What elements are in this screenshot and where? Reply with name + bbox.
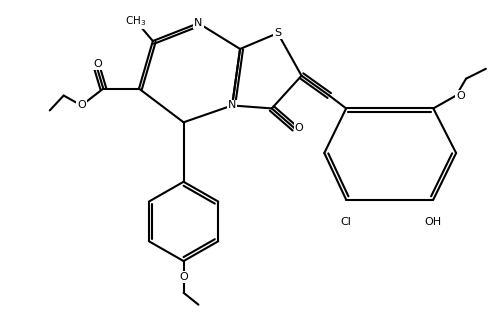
Text: O: O [93,59,102,69]
Text: Cl: Cl [341,217,352,227]
Text: N: N [194,18,203,28]
Text: N: N [228,100,236,110]
Text: O: O [179,272,188,282]
Text: CH$_3$: CH$_3$ [125,14,147,28]
Text: O: O [456,90,465,100]
Text: OH: OH [425,217,442,227]
Text: O: O [77,100,86,110]
Text: O: O [295,123,304,133]
Text: S: S [274,28,281,38]
